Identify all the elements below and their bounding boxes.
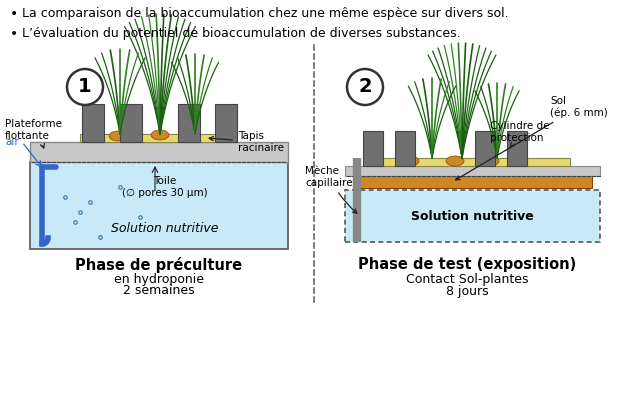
Text: Phase de test (exposition): Phase de test (exposition) <box>358 258 576 272</box>
Ellipse shape <box>181 131 199 141</box>
Text: La comparaison de la bioaccumulation chez une même espèce sur divers sol.: La comparaison de la bioaccumulation che… <box>22 7 509 20</box>
Bar <box>80 134 235 142</box>
Bar <box>120 104 142 142</box>
Text: L’évaluation du potentiel de bioaccumulation de diverses substances.: L’évaluation du potentiel de bioaccumula… <box>22 27 460 40</box>
Text: Sol
(ép. 6 mm): Sol (ép. 6 mm) <box>455 96 608 180</box>
Bar <box>375 158 570 166</box>
Bar <box>363 131 383 166</box>
Bar <box>178 104 200 142</box>
Text: Solution nutritive: Solution nutritive <box>111 222 219 235</box>
Text: •: • <box>10 27 18 41</box>
Text: Phase de préculture: Phase de préculture <box>75 257 242 273</box>
Ellipse shape <box>401 156 419 166</box>
Text: Plateforme
flottante: Plateforme flottante <box>5 119 62 148</box>
Text: 1: 1 <box>78 77 92 96</box>
Ellipse shape <box>151 130 169 140</box>
Text: Contact Sol-plantes: Contact Sol-plantes <box>406 272 528 285</box>
Ellipse shape <box>109 131 127 141</box>
Bar <box>82 104 104 142</box>
Bar <box>475 131 495 166</box>
Bar <box>215 104 237 142</box>
Text: Toile
(∅ pores 30 μm): Toile (∅ pores 30 μm) <box>122 176 208 198</box>
Text: 2: 2 <box>358 77 372 96</box>
Text: Cylindre de
protection: Cylindre de protection <box>490 121 550 148</box>
Ellipse shape <box>446 156 464 166</box>
Ellipse shape <box>481 156 499 166</box>
Text: Solution nutritive: Solution nutritive <box>411 210 533 222</box>
Bar <box>30 142 288 162</box>
Text: air: air <box>5 137 19 147</box>
Bar <box>395 131 415 166</box>
Bar <box>30 162 288 249</box>
Bar <box>353 176 592 188</box>
Text: 2 semaines: 2 semaines <box>123 285 195 297</box>
Bar <box>345 190 600 242</box>
Text: Mèche
capillaire: Mèche capillaire <box>305 166 357 213</box>
Text: 8 jours: 8 jours <box>446 285 489 297</box>
Text: Tapis
racinaire: Tapis racinaire <box>209 131 284 153</box>
Text: •: • <box>10 7 18 21</box>
Bar <box>507 131 527 166</box>
Text: en hydroponie: en hydroponie <box>114 272 204 285</box>
Bar <box>345 166 600 176</box>
